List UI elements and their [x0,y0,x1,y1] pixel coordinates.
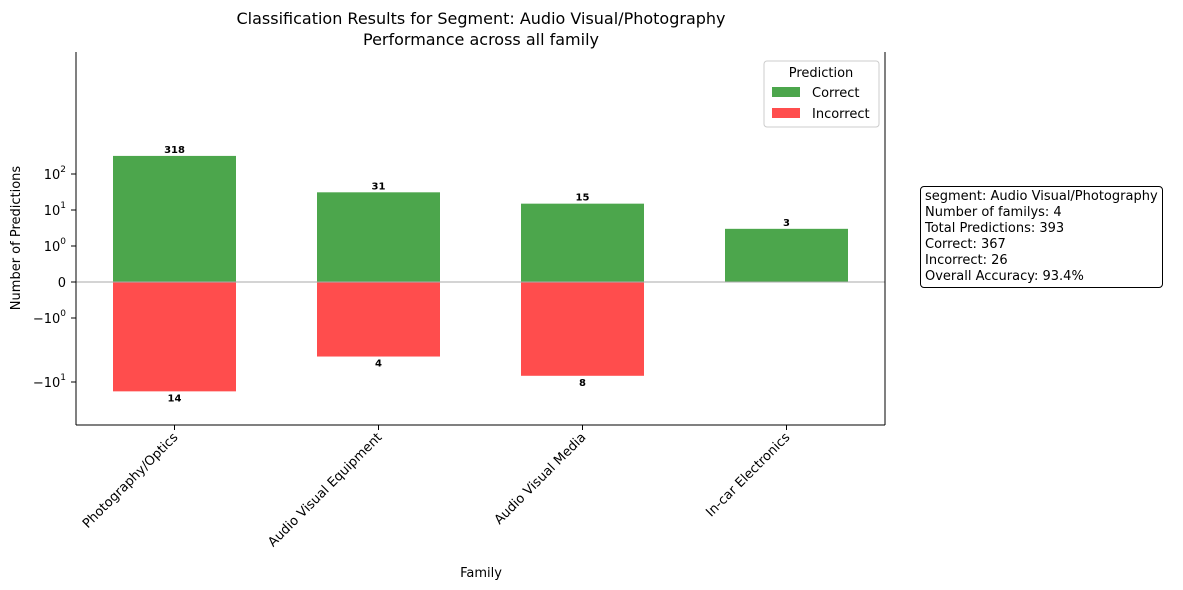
stats-correct: Correct: 367 [925,237,1006,252]
y-tick-label: 102 [44,165,66,183]
stats-incorrect: Incorrect: 26 [925,253,1008,268]
legend: Prediction Correct Incorrect [763,60,880,128]
x-tick-label: Photography/Optics [80,430,182,532]
legend-swatch-correct [772,87,800,97]
bar-incorrect [113,282,236,392]
bar-label-correct: 15 [576,193,590,204]
legend-label-correct: Correct [812,86,859,101]
x-tick-label: Audio Visual Equipment [265,430,385,550]
bar-label-correct: 318 [164,145,185,156]
x-axis-label: Family [460,566,502,581]
y-tick-label: −101 [33,373,66,391]
legend-swatch-incorrect [772,108,800,118]
bar-label-incorrect: 8 [579,378,586,389]
stats-segment: segment: Audio Visual/Photography [925,189,1158,204]
chart-subtitle: Performance across all family [363,30,599,49]
stats-accuracy: Overall Accuracy: 93.4% [925,269,1084,284]
legend-title: Prediction [789,66,854,81]
bar-incorrect [521,282,644,376]
y-tick-label: 101 [44,201,66,219]
chart-title: Classification Results for Segment: Audi… [236,9,725,28]
bar-correct [317,192,440,282]
bar-correct [113,155,236,282]
x-tick-label: In-car Electronics [703,430,793,520]
stats-total: Total Predictions: 393 [925,221,1065,236]
y-axis-label: Number of Predictions [9,166,24,311]
bar-label-correct: 31 [372,181,386,192]
bar-label-incorrect: 4 [375,359,382,370]
y-tick-label: 100 [44,237,67,255]
bar-correct [725,228,848,282]
x-tick-label: Audio Visual Media [492,430,590,528]
bar-incorrect [317,282,440,357]
y-tick-label: 0 [58,276,66,291]
y-tick-label: −100 [33,309,66,327]
stats-box: segment: Audio Visual/Photography Number… [920,186,1163,288]
bar-label-incorrect: 14 [168,393,182,404]
bar-label-correct: 3 [783,218,790,229]
stats-family-count: Number of familys: 4 [925,205,1062,220]
bar-correct [521,203,644,282]
legend-label-incorrect: Incorrect [812,107,870,122]
